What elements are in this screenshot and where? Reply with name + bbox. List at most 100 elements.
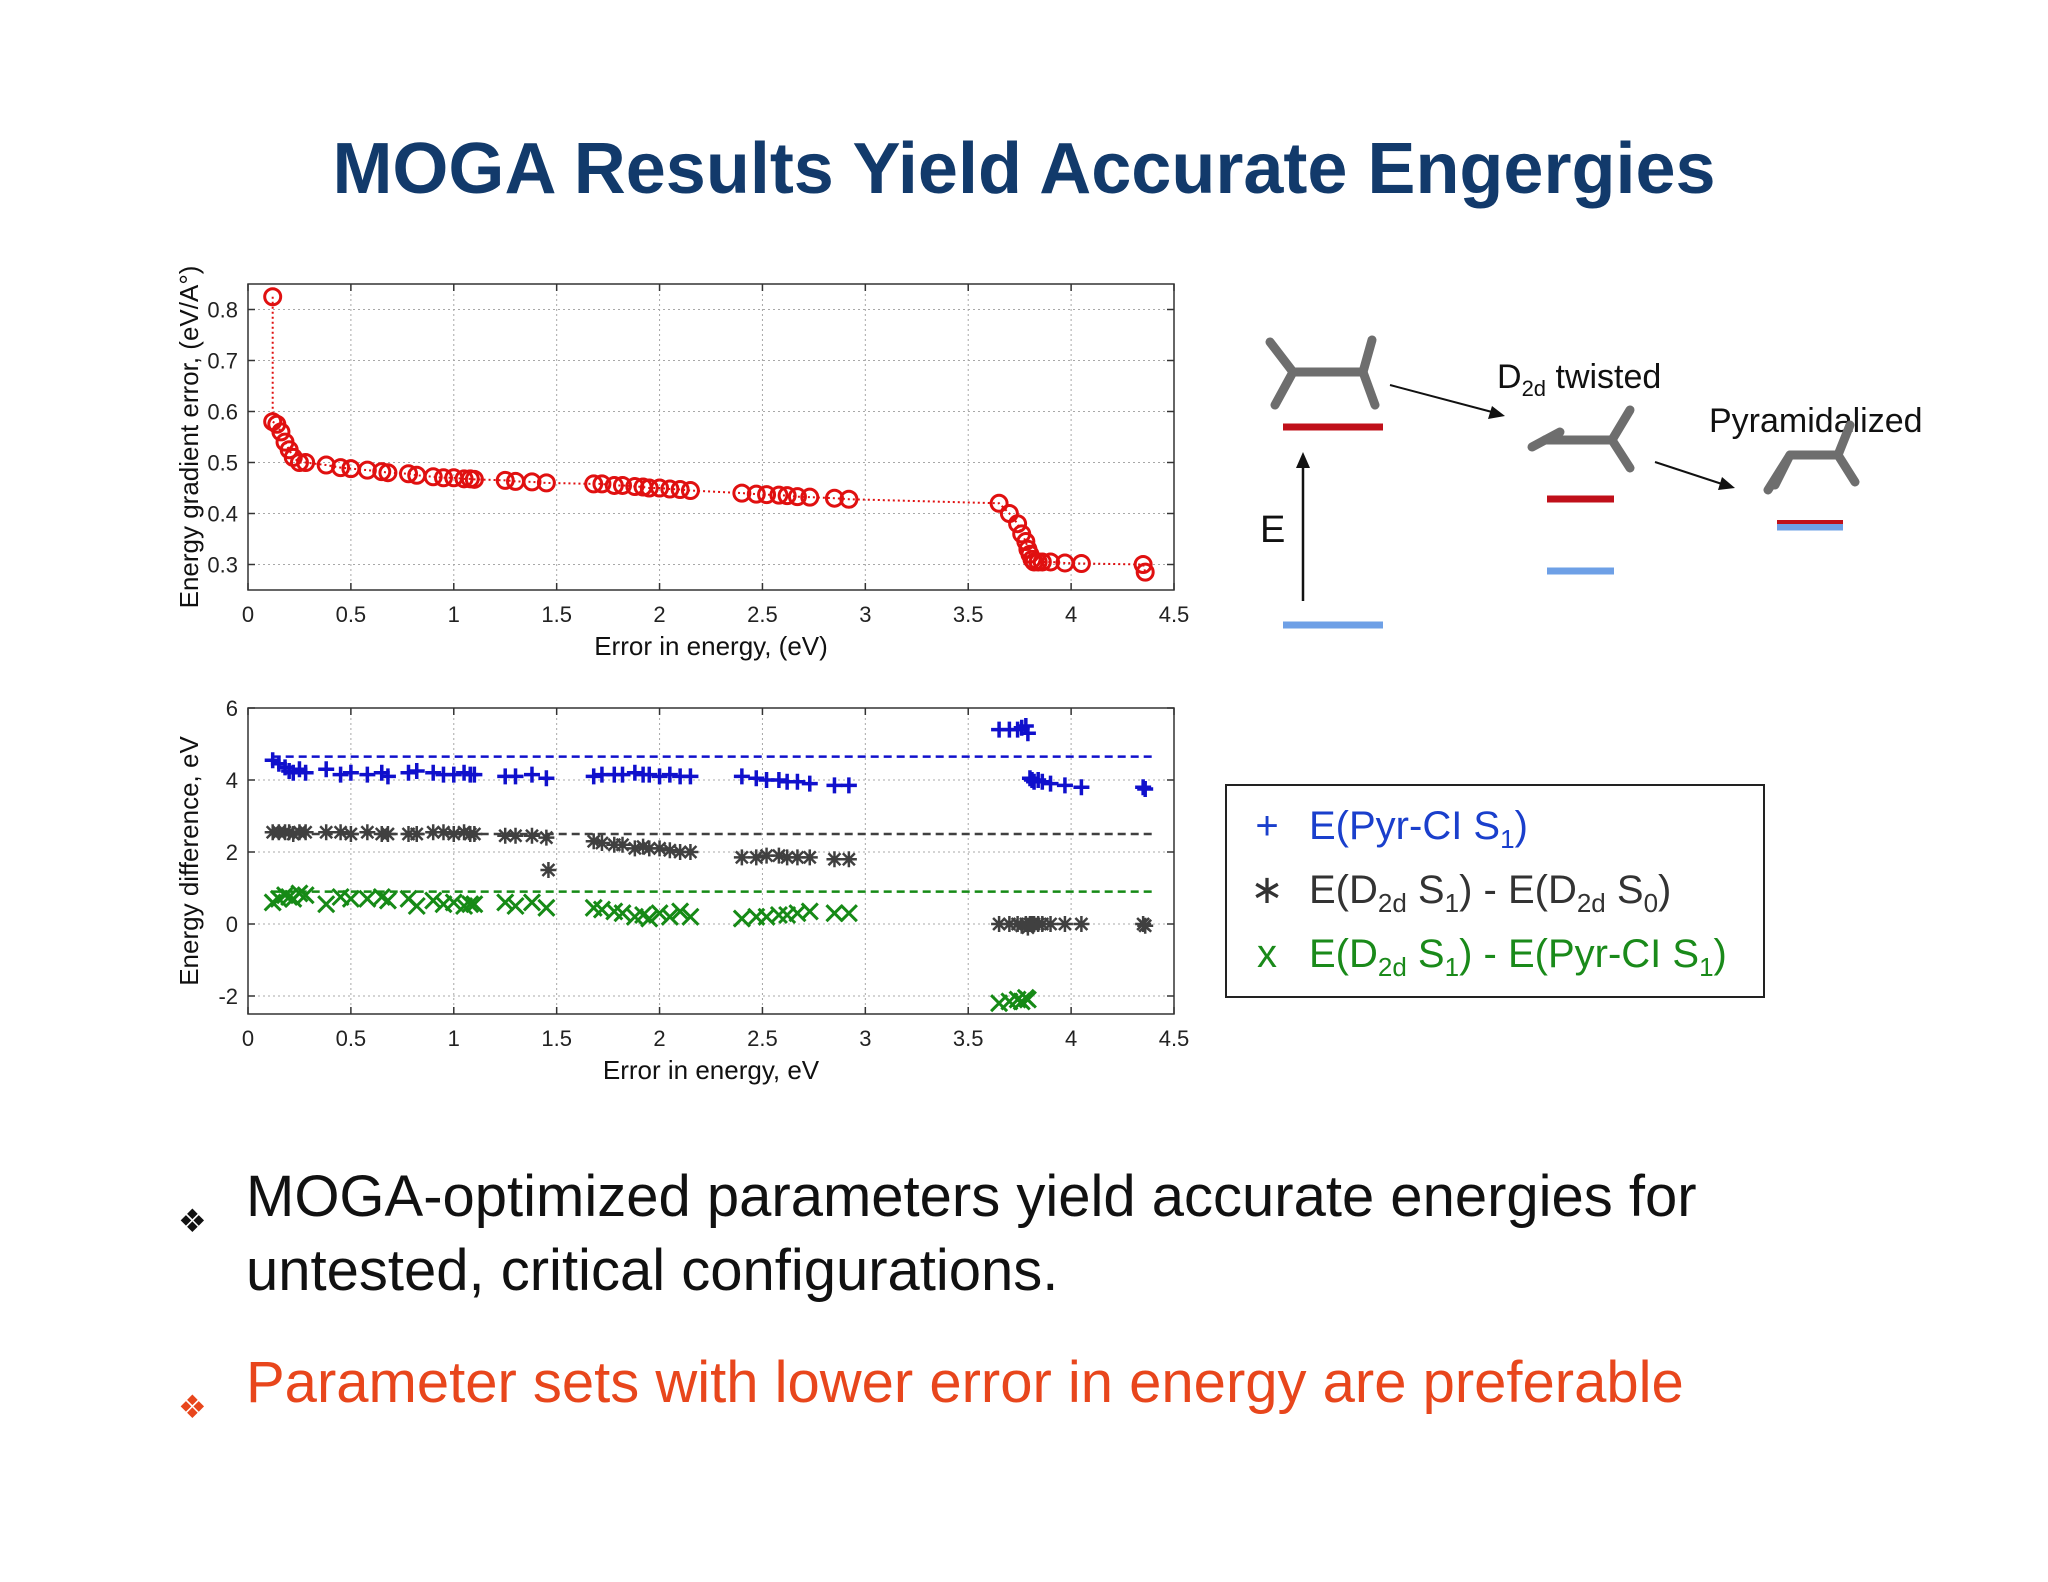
legend-marker-icon: + [1255,804,1279,848]
y-axis-label: Energy gradient error, (eV/A°) [174,266,204,609]
data-point [660,907,679,926]
legend-item: + E(Pyr-CI S1) [1247,796,1757,856]
data-point [408,826,425,842]
x-tick-label: 2.5 [747,602,778,627]
data-point [540,862,557,878]
data-point [825,904,844,923]
x-tick-label: 1 [448,1026,460,1051]
data-point [660,479,680,499]
x-tick-label: 0.5 [336,1026,367,1051]
data-point [641,766,658,783]
legend-item: ∗ E(D2d S1) - E(D2d S0) [1247,860,1757,920]
data-point [635,838,652,855]
data-point [651,840,668,857]
y-tick-label: 0.7 [207,349,238,374]
data-point [800,487,820,507]
data-point [379,826,396,842]
data-point [640,909,659,928]
data-point [779,849,796,866]
x-tick-label: 4 [1065,1026,1077,1051]
data-point [445,766,462,783]
energy-axis-arrowhead [1296,452,1310,468]
data-point [497,827,514,844]
y-tick-label: 0.5 [207,451,238,476]
data-point [536,473,556,493]
data-point [425,824,442,841]
data-point [592,474,612,494]
data-point [379,768,396,785]
data-point [296,453,316,472]
arrow-to-twisted-head [1488,406,1505,419]
data-point [1056,777,1073,794]
data-point [1018,990,1037,1009]
data-point [507,768,524,785]
data-point [1034,916,1051,932]
data-point [495,470,515,490]
data-point [359,824,376,841]
data-point [331,458,351,478]
legend-item: x E(D2d S1) - E(Pyr-CI S1) [1247,924,1757,984]
y-tick-label: 0.8 [207,298,238,323]
data-point [585,768,602,785]
data-point [1032,552,1052,572]
data-point [332,824,349,841]
data-point [604,475,624,495]
data-point [378,463,398,483]
data-point [445,826,462,842]
data-point [746,484,766,504]
data-point [769,905,788,925]
energy-axis-label: E [1260,509,1285,551]
x-tick-label: 1.5 [541,602,572,627]
data-point [770,772,787,788]
x-tick-label: 4.5 [1159,1026,1190,1051]
slide-title: MOGA Results Yield Accurate Engergies [332,129,1716,209]
data-point [626,764,643,781]
data-point [538,829,555,846]
data-point [465,895,484,914]
data-point [840,777,857,794]
data-point [733,849,750,866]
data-point [400,826,417,842]
data-point [280,887,299,907]
diamond-bullet-icon: ❖ [178,1203,207,1239]
data-point [407,896,426,916]
x-tick-label: 1 [448,602,460,627]
y-tick-label: 4 [226,768,238,793]
arrow-to-pyramidalized-head [1718,477,1735,490]
x-tick-label: 2 [653,1026,665,1051]
data-point [748,770,765,787]
data-point [423,467,443,487]
x-tick-label: 1.5 [541,1026,572,1051]
bullet-text: MOGA-optimized parameters yield accurate… [246,1164,1697,1303]
molecule-planar-icon [1265,335,1380,410]
data-point [682,844,699,860]
data-point [681,907,700,926]
data-point [1041,552,1061,572]
data-point [840,851,857,868]
data-point [342,826,359,842]
x-tick-label: 3 [859,1026,871,1051]
data-point [1135,779,1152,796]
arrow-to-pyramidalized [1654,461,1723,485]
data-point [464,469,484,489]
data-point [408,763,425,779]
data-point [537,898,556,917]
data-point [507,827,524,844]
data-point [433,468,453,488]
data-point [454,469,474,489]
y-tick-label: -2 [218,984,238,1009]
data-point [523,766,540,783]
data-point [584,474,604,494]
data-point [1009,916,1026,932]
data-point [435,824,452,841]
data-point [1019,725,1036,742]
x-tick-label: 3 [859,602,871,627]
data-point [613,475,633,495]
data-point [585,833,602,850]
chart-legend: + E(Pyr-CI S1) ∗ E(D2d S1) - E(D2d S0) x E(D2… [1225,784,1765,998]
data-point [732,483,752,503]
data-point [1013,917,1030,934]
